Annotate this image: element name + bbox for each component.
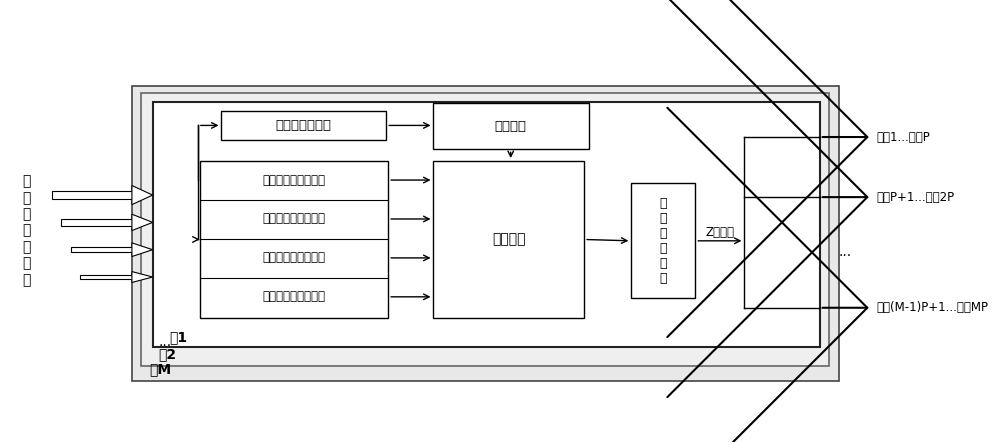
Text: 脉冲宽度设置寄存器: 脉冲宽度设置寄存器 (262, 213, 325, 225)
Bar (141, 93, 829, 366)
Text: 指: 指 (22, 256, 31, 271)
Text: 脉冲P+1...脉冲2P: 脉冲P+1...脉冲2P (876, 191, 954, 204)
Bar (71, 247, 132, 252)
Text: 控: 控 (22, 175, 31, 188)
Polygon shape (132, 271, 153, 282)
Text: 置: 置 (22, 240, 31, 254)
Bar (132, 86, 839, 381)
Text: 制: 制 (22, 191, 31, 205)
Text: 通
道
选
通
逻
辑: 通 道 选 通 逻 辑 (660, 197, 667, 285)
Text: Z路脉冲: Z路脉冲 (705, 226, 734, 239)
Bar (80, 275, 132, 279)
Text: 令: 令 (22, 273, 31, 287)
Text: 控制逻辑: 控制逻辑 (492, 232, 526, 247)
Bar (631, 183, 695, 298)
Text: 脉冲1...脉冲P: 脉冲1...脉冲P (876, 130, 930, 144)
Polygon shape (132, 243, 153, 256)
Bar (433, 161, 584, 318)
Text: 和: 和 (22, 207, 31, 221)
Text: 组1: 组1 (170, 330, 188, 344)
Text: 脉冲发生控制寄存器: 脉冲发生控制寄存器 (262, 290, 325, 303)
Text: 组2: 组2 (158, 347, 176, 361)
Text: ...: ... (839, 245, 852, 259)
Text: 脉宽设置寄存器: 脉宽设置寄存器 (275, 119, 331, 132)
Bar (200, 161, 388, 318)
Text: ...: ... (158, 335, 171, 349)
Bar (61, 219, 132, 226)
Text: 配: 配 (22, 224, 31, 238)
Bar (153, 102, 820, 347)
Polygon shape (132, 214, 153, 231)
Text: 相位关系设置寄存器: 相位关系设置寄存器 (262, 251, 325, 264)
Text: 组M: 组M (149, 362, 171, 376)
Bar (221, 111, 386, 140)
Text: 脉冲发生: 脉冲发生 (495, 120, 527, 133)
Bar (433, 103, 589, 149)
Text: 脉冲(M-1)P+1...脉冲MP: 脉冲(M-1)P+1...脉冲MP (876, 301, 988, 314)
Polygon shape (132, 186, 153, 205)
Text: 脉冲通道设置寄存器: 脉冲通道设置寄存器 (262, 174, 325, 187)
Bar (52, 191, 132, 199)
